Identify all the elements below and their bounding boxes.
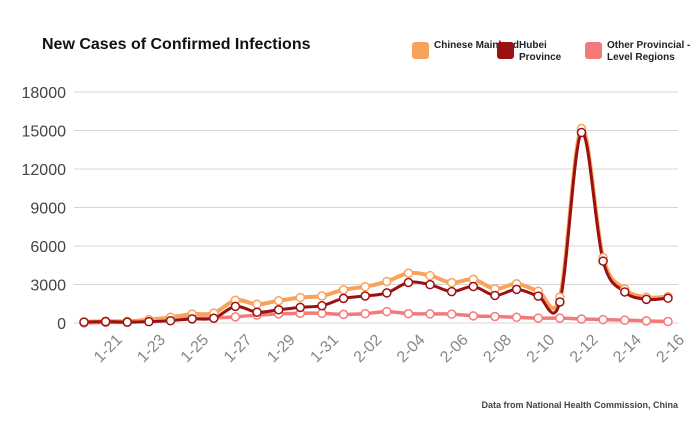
data-point-hubei-province [230, 301, 241, 312]
data-point-other-provincial-level-regions [338, 309, 349, 320]
data-point-hubei-province [403, 277, 414, 288]
data-point-other-provincial-level-regions [446, 309, 457, 319]
data-point-hubei-province [490, 290, 500, 301]
y-tick-label: 3000 [30, 278, 66, 295]
data-point-hubei-province [598, 256, 608, 266]
data-point-hubei-province [576, 127, 587, 138]
legend-swatch-chinese-mainland [412, 42, 429, 59]
y-tick-label: 18000 [22, 85, 67, 102]
data-point-chinese-mainland [446, 277, 457, 288]
data-point-hubei-province [338, 293, 349, 304]
data-point-other-provincial-level-regions [490, 311, 500, 322]
data-point-other-provincial-level-regions [230, 312, 241, 322]
data-point-hubei-province [165, 315, 176, 326]
legend-label-chinese-mainland: Chinese Mainland [434, 40, 520, 51]
data-point-hubei-province [273, 305, 284, 315]
x-tick-label: 2-06 [437, 331, 472, 366]
data-point-hubei-province [122, 317, 133, 327]
data-point-hubei-province [619, 287, 630, 297]
data-point-chinese-mainland [425, 270, 435, 281]
data-point-hubei-province [468, 281, 479, 292]
legend-label-hubei-province: Hubei Province [519, 40, 562, 63]
data-point-hubei-province [511, 284, 522, 295]
x-tick-label: 1-31 [307, 331, 342, 366]
data-point-other-provincial-level-regions [533, 313, 543, 323]
data-point-chinese-mainland [382, 276, 392, 287]
legend-swatch-other-regions [585, 42, 602, 59]
x-tick-label: 2-08 [480, 331, 515, 366]
data-point-hubei-province [382, 288, 392, 298]
data-point-other-provincial-level-regions [468, 311, 479, 321]
data-point-hubei-province [79, 317, 89, 327]
chart-title: New Cases of Confirmed Infections [42, 36, 311, 53]
x-tick-label: 2-04 [394, 331, 429, 366]
data-point-other-provincial-level-regions [598, 314, 608, 325]
data-point-other-provincial-level-regions [425, 309, 435, 319]
data-point-hubei-province [641, 294, 652, 305]
x-tick-label: 2-12 [567, 331, 602, 366]
data-point-hubei-province [663, 293, 673, 303]
data-point-chinese-mainland [403, 268, 414, 278]
data-point-other-provincial-level-regions [663, 316, 673, 327]
data-point-other-provincial-level-regions [555, 313, 565, 323]
data-point-other-provincial-level-regions [403, 308, 414, 319]
x-tick-label: 1-29 [264, 331, 299, 366]
x-tick-label: 1-21 [91, 331, 126, 366]
x-tick-label: 2-02 [351, 331, 386, 366]
y-tick-label: 9000 [30, 201, 66, 218]
data-point-hubei-province [446, 286, 457, 297]
legend-swatch-hubei-province [497, 42, 514, 59]
x-tick-label: 1-27 [221, 331, 256, 366]
data-point-hubei-province [533, 291, 543, 301]
data-point-hubei-province [100, 316, 111, 327]
data-point-chinese-mainland [273, 295, 284, 306]
data-point-hubei-province [252, 307, 262, 317]
y-tick-label: 0 [57, 316, 66, 333]
x-tick-label: 2-16 [653, 331, 688, 366]
data-point-chinese-mainland [295, 292, 306, 303]
data-point-hubei-province [425, 279, 435, 290]
data-point-other-provincial-level-regions [382, 306, 392, 317]
legend-label-other-regions: Other Provincial -Level Regions [607, 40, 691, 63]
data-point-chinese-mainland [252, 299, 262, 310]
data-point-other-provincial-level-regions [360, 308, 370, 319]
y-tick-label: 12000 [22, 162, 67, 179]
x-tick-label: 2-14 [610, 331, 645, 366]
x-tick-label: 1-25 [178, 331, 213, 366]
data-point-other-provincial-level-regions [641, 316, 652, 326]
series-line-chinese-mainland [83, 126, 669, 325]
data-point-chinese-mainland [338, 285, 349, 295]
data-point-other-provincial-level-regions [576, 314, 587, 324]
data-point-other-provincial-level-regions [619, 315, 630, 325]
data-source-note: Data from National Health Commission, Ch… [481, 400, 678, 410]
data-point-hubei-province [555, 297, 565, 307]
x-tick-label: 2-10 [524, 331, 559, 366]
x-tick-label: 1-23 [134, 331, 169, 366]
data-point-hubei-province [317, 300, 327, 311]
series-line-hubei-province [83, 131, 669, 324]
data-point-hubei-province [187, 314, 197, 324]
data-point-hubei-province [209, 313, 219, 323]
data-point-chinese-mainland [360, 281, 370, 292]
y-tick-label: 6000 [30, 239, 66, 256]
data-point-hubei-province [144, 316, 154, 327]
y-tick-label: 15000 [22, 124, 67, 141]
data-point-other-provincial-level-regions [317, 308, 327, 319]
data-point-hubei-province [295, 302, 306, 313]
data-point-chinese-mainland [317, 291, 327, 301]
data-point-hubei-province [360, 291, 370, 301]
data-point-other-provincial-level-regions [511, 312, 522, 323]
